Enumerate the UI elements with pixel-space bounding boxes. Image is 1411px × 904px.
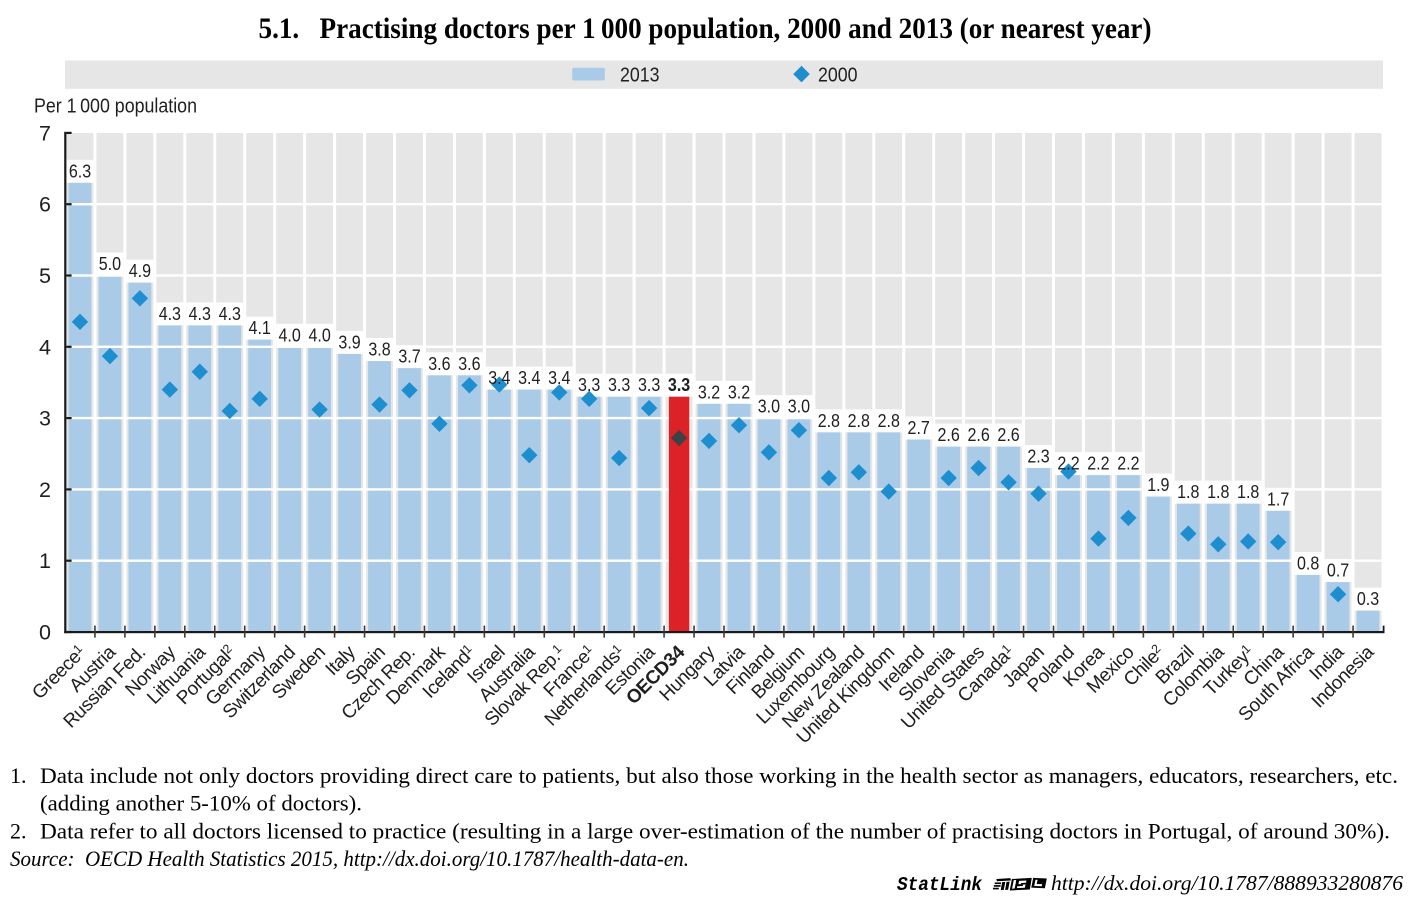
svg-text:6.3: 6.3 xyxy=(69,161,91,181)
svg-text:3.2: 3.2 xyxy=(698,382,720,402)
svg-text:Data refer to all doctors lice: Data refer to all doctors licensed to pr… xyxy=(40,819,1390,844)
svg-text:2000: 2000 xyxy=(818,65,858,87)
svg-text:0.7: 0.7 xyxy=(1327,561,1349,581)
svg-text:3.3: 3.3 xyxy=(638,375,660,395)
svg-text:1.8: 1.8 xyxy=(1237,482,1259,502)
svg-text:3.3: 3.3 xyxy=(668,375,690,395)
svg-text:2.7: 2.7 xyxy=(908,418,930,438)
svg-text:3.9: 3.9 xyxy=(338,332,360,352)
svg-text:3.4: 3.4 xyxy=(518,368,540,388)
svg-text:2.8: 2.8 xyxy=(818,411,840,431)
svg-text:2.8: 2.8 xyxy=(878,411,900,431)
svg-text:4: 4 xyxy=(39,335,51,359)
svg-text:3.6: 3.6 xyxy=(428,354,450,374)
svg-text:1: 1 xyxy=(39,549,51,573)
svg-text:4.0: 4.0 xyxy=(308,325,330,345)
svg-text:3: 3 xyxy=(39,407,51,431)
svg-text:1.: 1. xyxy=(10,763,27,788)
svg-text:2.6: 2.6 xyxy=(967,425,989,445)
svg-text:(adding another 5-10% of docto: (adding another 5-10% of doctors). xyxy=(40,791,362,816)
svg-text:2.6: 2.6 xyxy=(997,425,1019,445)
svg-text:4.3: 4.3 xyxy=(189,304,211,324)
svg-text:7: 7 xyxy=(39,121,51,145)
svg-text:2.2: 2.2 xyxy=(1087,454,1109,474)
svg-text:2013: 2013 xyxy=(620,65,660,87)
svg-text:2: 2 xyxy=(39,478,51,502)
svg-text:1.7: 1.7 xyxy=(1267,489,1289,509)
svg-text:6: 6 xyxy=(39,193,51,217)
svg-text:4.0: 4.0 xyxy=(279,325,301,345)
svg-text:Data include not only doctors: Data include not only doctors providing … xyxy=(40,763,1398,788)
svg-text:StatLink: StatLink xyxy=(897,874,983,896)
svg-text:3.0: 3.0 xyxy=(788,397,810,417)
svg-text:Source: OECD Health Statistics: Source: OECD Health Statistics 2015, htt… xyxy=(10,846,689,871)
svg-text:2.2: 2.2 xyxy=(1117,454,1139,474)
svg-text:4.9: 4.9 xyxy=(129,261,151,281)
svg-text:3.2: 3.2 xyxy=(728,382,750,402)
svg-text:0.3: 0.3 xyxy=(1357,589,1379,609)
svg-text:3.4: 3.4 xyxy=(548,368,570,388)
svg-text:5.0: 5.0 xyxy=(99,254,121,274)
svg-text:4.3: 4.3 xyxy=(219,304,241,324)
svg-text:2.6: 2.6 xyxy=(938,425,960,445)
svg-text:4.3: 4.3 xyxy=(159,304,181,324)
svg-text:2.2: 2.2 xyxy=(1057,454,1079,474)
svg-text:5: 5 xyxy=(39,264,51,288)
svg-text:1.8: 1.8 xyxy=(1207,482,1229,502)
svg-text:2.: 2. xyxy=(10,819,27,844)
svg-text:2.3: 2.3 xyxy=(1027,447,1049,467)
svg-text:5.1. Practising doctors per 1: 5.1. Practising doctors per 1 000 popula… xyxy=(259,13,1152,45)
svg-text:3.6: 3.6 xyxy=(458,354,480,374)
svg-text:3.8: 3.8 xyxy=(368,340,390,360)
svg-text:3.3: 3.3 xyxy=(578,375,600,395)
svg-text:0: 0 xyxy=(39,621,51,645)
svg-text:3.3: 3.3 xyxy=(608,375,630,395)
svg-text:3.0: 3.0 xyxy=(758,397,780,417)
svg-text:4.1: 4.1 xyxy=(249,318,271,338)
svg-text:3.4: 3.4 xyxy=(488,368,510,388)
svg-text:2.8: 2.8 xyxy=(848,411,870,431)
svg-text:1.9: 1.9 xyxy=(1147,475,1169,495)
svg-text:3.7: 3.7 xyxy=(398,347,420,367)
svg-text:http://dx.doi.org/10.1787/8889: http://dx.doi.org/10.1787/888933280876 xyxy=(1051,871,1403,895)
svg-text:Per 1 000 population: Per 1 000 population xyxy=(34,96,197,118)
svg-text:1.8: 1.8 xyxy=(1177,482,1199,502)
svg-text:0.8: 0.8 xyxy=(1297,553,1319,573)
